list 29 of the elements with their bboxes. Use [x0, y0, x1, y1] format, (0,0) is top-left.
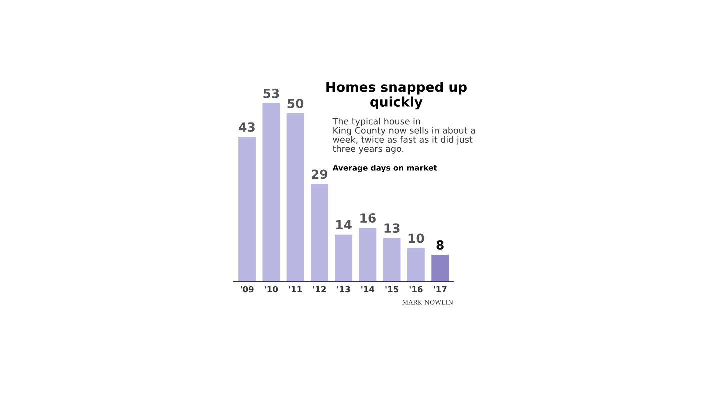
x-tick-label: '12	[313, 286, 326, 292]
bar	[286, 114, 304, 282]
x-tick-label: '13	[338, 286, 350, 293]
bar	[432, 255, 450, 282]
x-tick-label: '15	[386, 286, 399, 293]
bar	[359, 228, 377, 282]
x-tick-label: '10	[265, 286, 278, 293]
data-label: 53	[264, 88, 280, 98]
data-label: 50	[288, 98, 304, 108]
data-label: 29	[312, 170, 328, 180]
bar	[408, 248, 425, 282]
data-label: 10	[408, 234, 424, 244]
bar	[262, 103, 280, 282]
bar	[335, 234, 352, 282]
x-tick-label: '16	[410, 286, 423, 293]
bar	[310, 184, 328, 282]
x-tick-label: '11	[289, 286, 302, 292]
data-label: 43	[239, 122, 255, 132]
x-tick-label: '17	[434, 286, 447, 292]
x-tick-label: '09	[240, 286, 254, 293]
text: The typical house in King County now sells in about a week, twice as fast as it did just three years ago.	[332, 118, 476, 154]
data-label: 13	[384, 224, 400, 234]
chart-title: Homes snapped up quickly	[326, 82, 467, 110]
data-label: 16	[360, 214, 376, 223]
x-tick-label: '14	[362, 286, 375, 292]
data-label: 8	[436, 240, 444, 250]
bar	[383, 238, 401, 282]
bar	[238, 137, 256, 282]
data-label: 14	[336, 220, 352, 230]
